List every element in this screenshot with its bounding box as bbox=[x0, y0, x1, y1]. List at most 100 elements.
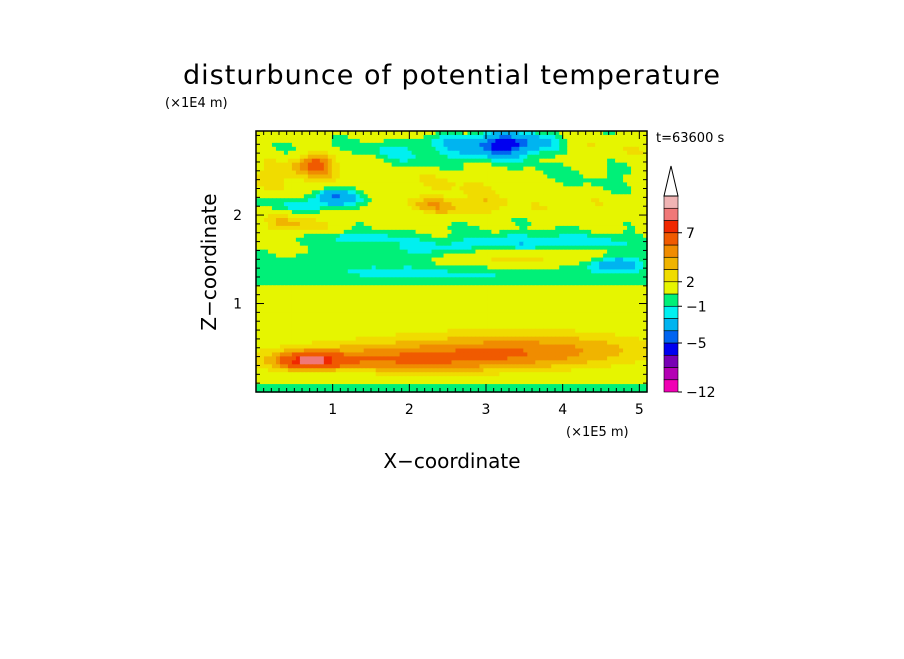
contour-cell bbox=[423, 305, 429, 310]
contour-cell bbox=[603, 257, 608, 263]
contour-cell bbox=[435, 233, 441, 239]
contour-cell bbox=[379, 301, 385, 306]
contour-cell bbox=[475, 237, 481, 243]
contour-cell bbox=[475, 206, 481, 211]
contour-cell bbox=[291, 305, 297, 310]
contour-cell bbox=[367, 206, 373, 211]
contour-cell bbox=[371, 210, 377, 215]
contour-cell bbox=[543, 210, 548, 215]
contour-cell bbox=[343, 186, 349, 191]
contour-cell bbox=[339, 178, 345, 183]
contour-cell bbox=[439, 273, 445, 278]
contour-cell bbox=[595, 261, 600, 267]
contour-cell bbox=[643, 154, 648, 160]
contour-cell bbox=[311, 301, 317, 306]
contour-cell bbox=[379, 190, 385, 195]
contour-cell bbox=[383, 281, 389, 286]
contour-cell bbox=[535, 142, 540, 148]
contour-cell bbox=[591, 269, 596, 274]
contour-cell bbox=[583, 316, 588, 322]
contour-cell bbox=[547, 273, 552, 278]
contour-cell bbox=[631, 146, 636, 152]
contour-cell bbox=[399, 142, 405, 148]
contour-cell bbox=[595, 285, 600, 290]
contour-cell bbox=[399, 281, 405, 286]
contour-cell bbox=[483, 316, 489, 322]
contour-cell bbox=[531, 324, 536, 330]
contour-cell bbox=[411, 186, 417, 191]
contour-cell bbox=[431, 320, 437, 326]
contour-cell bbox=[287, 190, 293, 195]
contour-cell bbox=[399, 233, 405, 239]
contour-cell bbox=[555, 281, 560, 286]
contour-cell bbox=[379, 221, 385, 227]
contour-cell bbox=[271, 328, 277, 334]
contour-cell bbox=[263, 158, 269, 164]
contour-cell bbox=[587, 273, 592, 278]
contour-cell bbox=[319, 221, 325, 227]
contour-cell bbox=[635, 190, 640, 195]
contour-cell bbox=[623, 281, 628, 286]
contour-cell bbox=[495, 170, 500, 176]
contour-cell bbox=[383, 293, 389, 298]
contour-cell bbox=[519, 245, 524, 251]
contour-cell bbox=[575, 138, 580, 144]
contour-cell bbox=[267, 245, 273, 251]
contour-cell bbox=[543, 178, 548, 183]
contour-cell bbox=[583, 158, 588, 164]
contour-cell bbox=[415, 138, 421, 144]
contour-cell bbox=[287, 305, 293, 310]
contour-cell bbox=[271, 146, 277, 152]
contour-cell bbox=[263, 210, 269, 215]
contour-cell bbox=[303, 277, 309, 282]
contour-cell bbox=[267, 285, 273, 290]
contour-cell bbox=[559, 261, 564, 267]
contour-cell bbox=[471, 324, 477, 330]
contour-cell bbox=[463, 182, 469, 187]
contour-cell bbox=[363, 210, 369, 215]
contour-cell bbox=[339, 206, 345, 211]
contour-cell bbox=[631, 308, 636, 314]
contour-cell bbox=[611, 261, 616, 267]
contour-cell bbox=[587, 210, 592, 215]
contour-cell bbox=[383, 138, 389, 144]
contour-cell bbox=[367, 261, 373, 267]
contour-cell bbox=[423, 269, 429, 274]
contour-cell bbox=[407, 249, 413, 255]
contour-cell bbox=[543, 289, 548, 294]
contour-cell bbox=[291, 316, 297, 322]
contour-cell bbox=[407, 324, 413, 330]
contour-cell bbox=[459, 233, 465, 239]
contour-cell bbox=[263, 253, 269, 259]
contour-cell bbox=[319, 297, 325, 302]
contour-cell bbox=[359, 150, 365, 156]
contour-cell bbox=[495, 308, 500, 314]
contour-cell bbox=[323, 289, 329, 294]
contour-cell bbox=[619, 245, 624, 251]
contour-cell bbox=[479, 166, 485, 172]
contour-cell bbox=[563, 245, 568, 251]
contour-cell bbox=[407, 190, 413, 195]
contour-cell bbox=[279, 301, 285, 306]
contour-cell bbox=[587, 202, 592, 207]
contour-cell bbox=[503, 257, 508, 263]
contour-cell bbox=[379, 253, 385, 259]
contour-cell bbox=[287, 293, 293, 298]
contour-cell bbox=[383, 229, 389, 235]
contour-cell bbox=[583, 261, 588, 267]
contour-cell bbox=[279, 324, 285, 330]
contour-cell bbox=[479, 324, 485, 330]
contour-cell bbox=[411, 170, 417, 176]
contour-cell bbox=[347, 206, 353, 211]
contour-cell bbox=[375, 328, 381, 334]
contour-cell bbox=[615, 245, 620, 251]
contour-cell bbox=[283, 308, 289, 314]
contour-cell bbox=[287, 261, 293, 267]
contour-cell bbox=[315, 142, 321, 148]
contour-cell bbox=[503, 210, 508, 215]
contour-cell bbox=[451, 265, 457, 270]
contour-cell bbox=[403, 198, 409, 203]
contour-cell bbox=[331, 182, 337, 187]
contour-cell bbox=[615, 261, 620, 267]
contour-cell bbox=[643, 245, 648, 251]
